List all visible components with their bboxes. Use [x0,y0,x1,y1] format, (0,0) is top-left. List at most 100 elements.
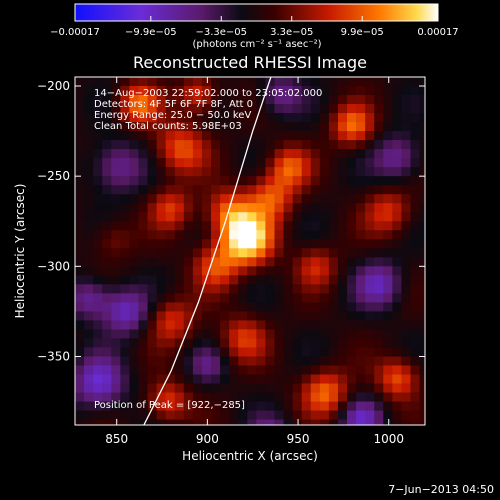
heatmap-cell [156,230,167,240]
heatmap-cell [192,356,203,367]
heatmap-cell [347,275,357,285]
heatmap-cell [283,302,294,313]
heatmap-cell [365,212,375,222]
heatmap-cell [374,113,384,123]
y-axis-label: Heliocentric Y (arcsec) [13,184,27,319]
heatmap-cell [292,365,303,376]
heatmap-cell [102,176,112,186]
heatmap-cell [174,275,185,285]
heatmap-cell [147,419,158,425]
heatmap-cell [419,185,425,195]
heatmap-cell [192,113,203,123]
heatmap-cell [347,329,357,340]
heatmap-cell [220,284,230,294]
heatmap-cell [111,248,121,258]
heatmap-cell [84,374,94,385]
heatmap-cell [247,194,257,204]
heatmap-cell [93,365,103,376]
heatmap-cell [347,77,357,87]
heatmap-cell [337,77,348,87]
heatmap-cell [337,302,348,313]
heatmap-cell [410,149,421,159]
heatmap-cell [410,311,421,322]
heatmap-cell [374,419,384,425]
heatmap-cell [319,347,330,358]
heatmap-cell [174,176,185,186]
heatmap-cell [220,158,230,168]
heatmap-cell [201,419,212,425]
heatmap-cell [356,320,366,331]
heatmap-cell [75,122,85,132]
heatmap-cell [410,77,421,87]
heatmap-cell [356,392,366,403]
heatmap-cell [147,113,158,123]
heatmap-cell [347,131,357,141]
heatmap-cell [211,122,221,132]
heatmap-cell [211,230,221,240]
heatmap-cell [256,410,267,421]
heatmap-cell [337,257,348,267]
heatmap-cell [247,212,257,222]
heatmap-cell [383,230,393,240]
heatmap-cell [383,122,393,132]
heatmap-cell [120,392,131,403]
heatmap-cell [247,419,257,425]
heatmap-cell [374,95,384,105]
heatmap-cell [247,86,257,96]
heatmap-cell [383,104,393,114]
heatmap-cell [283,149,294,159]
heatmap-cell [292,149,303,159]
heatmap-cell [174,374,185,385]
heatmap-cell [337,320,348,331]
peak-position-label: Position of Peak = [922,−285] [94,400,245,411]
heatmap-cell [84,329,94,340]
heatmap-cell [111,320,121,331]
heatmap-cell [274,239,285,249]
heatmap-cell [129,410,140,421]
heatmap-cell [310,401,321,412]
heatmap-cell [211,383,221,394]
heatmap-cell [301,140,312,150]
heatmap-cell [120,374,131,385]
heatmap-cell [356,167,366,177]
heatmap-cell [301,221,312,231]
heatmap-cell [328,311,339,322]
heatmap-cell [111,185,121,195]
heatmap-cell [310,284,321,294]
y-tick-label: −350 [37,349,70,363]
heatmap-cell [401,149,412,159]
heatmap-cell [111,266,121,276]
heatmap-cell [93,230,103,240]
heatmap-cell [265,230,276,240]
heatmap-cell [238,95,248,105]
heatmap-cell [392,320,403,331]
heatmap-cell [111,104,121,114]
heatmap-cell [265,338,276,349]
heatmap-cell [111,293,121,303]
heatmap-cell [174,86,185,96]
heatmap-cell [147,257,158,267]
heatmap-cell [301,329,312,340]
heatmap-cell [229,158,239,168]
heatmap-cell [75,419,85,425]
heatmap-cell [337,338,348,349]
heatmap-cell [383,284,393,294]
heatmap-cell [374,347,384,358]
heatmap-cell [383,212,393,222]
heatmap-cell [301,185,312,195]
heatmap-cell [319,86,330,96]
heatmap-cell [84,95,94,105]
heatmap-cell [265,185,276,195]
heatmap-cell [201,176,212,186]
heatmap-cell [156,77,167,87]
heatmap-cell [374,239,384,249]
heatmap-cell [310,311,321,322]
heatmap-cell [84,347,94,358]
heatmap-cell [174,194,185,204]
heatmap-cell [220,401,230,412]
heatmap-cell [274,194,285,204]
heatmap-cell [147,275,158,285]
heatmap-cell [229,410,239,421]
heatmap-cell [201,329,212,340]
heatmap-cell [410,329,421,340]
